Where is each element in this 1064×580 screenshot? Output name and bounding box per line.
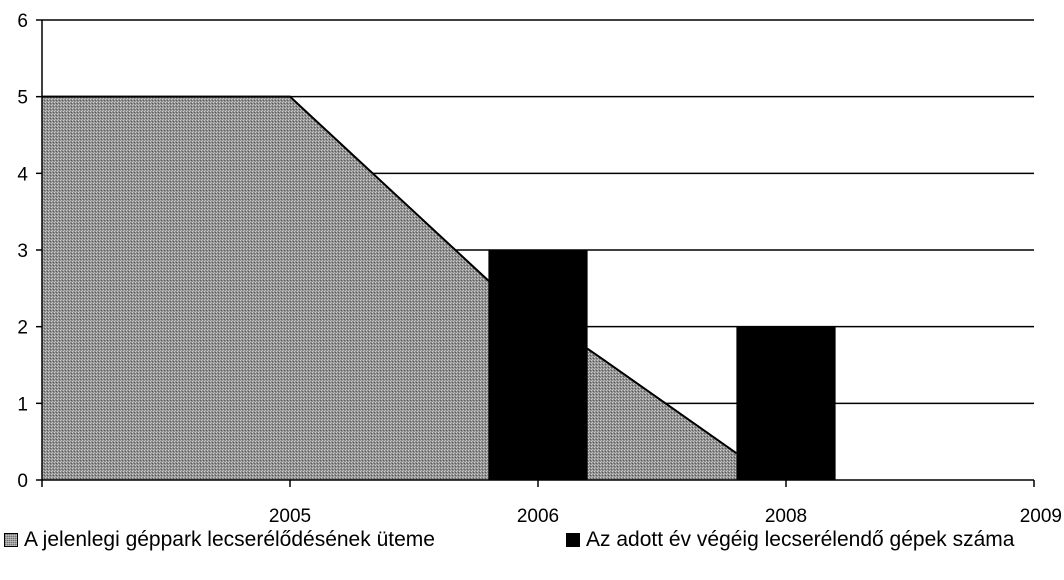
- legend-label-machines-to-replace: Az adott év végéig lecserélendő gépek sz…: [586, 528, 1015, 551]
- y-tick-label-3: 3: [17, 241, 28, 262]
- y-tick-label-0: 0: [17, 471, 28, 492]
- x-tick-labels: 2005 2006 2008 2009: [269, 506, 1062, 525]
- y-tick-label-4: 4: [17, 164, 28, 185]
- bar-series: [488, 250, 836, 480]
- area-series: [42, 95, 737, 481]
- x-tick-label-2005: 2005: [269, 506, 311, 525]
- legend-item-replacement-rate: A jelenlegi géppark lecserélődésének üte…: [4, 528, 435, 552]
- bar-1: [736, 326, 836, 480]
- x-tick-label-2006: 2006: [517, 506, 559, 525]
- legend-item-machines-to-replace: Az adott év végéig lecserélendő gépek sz…: [566, 528, 1014, 552]
- legend: A jelenlegi géppark lecserélődésének üte…: [0, 528, 1064, 568]
- axes: [36, 19, 1035, 487]
- legend-swatch-bar: [566, 533, 580, 547]
- y-tick-label-2: 2: [17, 318, 28, 339]
- y-tick-label-5: 5: [17, 88, 28, 109]
- y-tick-labels: 0 1 2 3 4 5 6: [17, 11, 28, 492]
- legend-swatch-area: [4, 533, 18, 547]
- chart: 0 1 2 3 4 5 6 2005 2006 2008 2009: [17, 11, 1062, 525]
- area-series-fill: [42, 96, 737, 481]
- bar-0: [488, 250, 588, 480]
- x-tick-label-2009: 2009: [1020, 506, 1062, 525]
- y-tick-label-6: 6: [17, 11, 28, 32]
- y-tick-label-1: 1: [17, 394, 28, 415]
- x-tick-label-2008: 2008: [765, 506, 807, 525]
- legend-label-replacement-rate: A jelenlegi géppark lecserélődésének üte…: [24, 528, 435, 551]
